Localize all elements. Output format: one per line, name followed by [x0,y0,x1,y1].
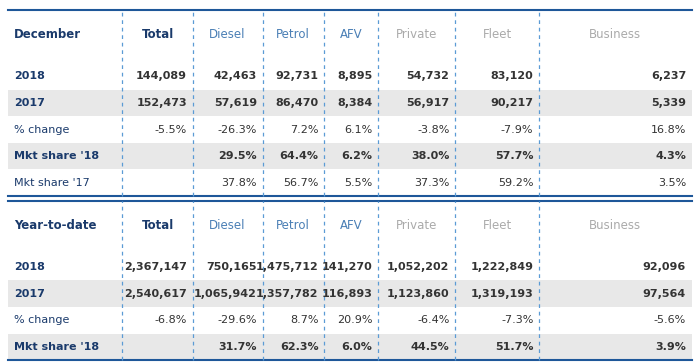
Text: Fleet: Fleet [482,28,512,41]
Bar [8,333,692,360]
Text: 7.2%: 7.2% [290,124,319,135]
Text: 2,540,617: 2,540,617 [124,289,187,299]
Text: AFV: AFV [340,28,363,41]
Bar [8,63,692,90]
Text: 6.1%: 6.1% [344,124,372,135]
Text: 8,384: 8,384 [337,98,372,108]
Text: 37.3%: 37.3% [414,178,449,188]
Text: 2018: 2018 [14,262,45,272]
Text: 62.3%: 62.3% [280,342,318,352]
Bar [8,170,692,196]
Text: Mkt share '18: Mkt share '18 [14,151,99,161]
Text: -29.6%: -29.6% [218,315,257,325]
Text: 2,367,147: 2,367,147 [124,262,187,272]
Text: 57.7%: 57.7% [495,151,533,161]
Text: Private: Private [395,28,438,41]
Text: % change: % change [14,315,69,325]
Text: 29.5%: 29.5% [218,151,257,161]
Text: 56.7%: 56.7% [283,178,318,188]
Text: 64.4%: 64.4% [279,151,318,161]
Text: 750,165: 750,165 [206,262,257,272]
Text: 83,120: 83,120 [491,71,533,82]
Text: Fleet: Fleet [482,219,512,232]
Text: 3.9%: 3.9% [655,342,686,352]
Text: 31.7%: 31.7% [218,342,257,352]
Text: 16.8%: 16.8% [650,124,686,135]
Text: 8,895: 8,895 [337,71,372,82]
Text: 1,065,942: 1,065,942 [194,289,257,299]
Text: 5.5%: 5.5% [344,178,372,188]
Text: -26.3%: -26.3% [218,124,257,135]
Text: 5,339: 5,339 [651,98,686,108]
Text: 59.2%: 59.2% [498,178,533,188]
Text: 116,893: 116,893 [321,289,372,299]
Text: -6.8%: -6.8% [155,315,187,325]
Text: Business: Business [589,219,641,232]
Text: Year-to-date: Year-to-date [14,219,97,232]
Text: Private: Private [395,219,438,232]
Text: 2018: 2018 [14,71,45,82]
Text: Diesel: Diesel [209,28,246,41]
Text: 141,270: 141,270 [322,262,372,272]
Text: Petrol: Petrol [276,219,310,232]
Text: AFV: AFV [340,219,363,232]
Text: 44.5%: 44.5% [411,342,449,352]
Text: Petrol: Petrol [276,28,310,41]
Text: 152,473: 152,473 [136,98,187,108]
Text: 144,089: 144,089 [136,71,187,82]
Text: 6.0%: 6.0% [342,342,372,352]
Text: -3.8%: -3.8% [417,124,449,135]
Text: Business: Business [589,28,641,41]
Text: 51.7%: 51.7% [495,342,533,352]
Text: Mkt share '18: Mkt share '18 [14,342,99,352]
Bar [8,143,692,170]
Text: 56,917: 56,917 [406,98,449,108]
Bar [8,116,692,143]
Text: 57,619: 57,619 [214,98,257,108]
Text: Mkt share '17: Mkt share '17 [14,178,90,188]
Text: 6,237: 6,237 [651,71,686,82]
Text: 92,731: 92,731 [276,71,318,82]
Text: 3.5%: 3.5% [658,178,686,188]
Text: 1,123,860: 1,123,860 [387,289,449,299]
Text: 1,319,193: 1,319,193 [470,289,533,299]
Text: 2017: 2017 [14,289,45,299]
Text: -7.9%: -7.9% [501,124,533,135]
Text: 86,470: 86,470 [275,98,318,108]
Text: -6.4%: -6.4% [417,315,449,325]
Text: 38.0%: 38.0% [411,151,449,161]
Text: Diesel: Diesel [209,219,246,232]
Text: December: December [14,28,81,41]
Bar [8,360,692,364]
Bar [8,280,692,307]
Text: -5.6%: -5.6% [654,315,686,325]
Text: Total: Total [141,28,174,41]
Text: 2017: 2017 [14,98,45,108]
Text: 42,463: 42,463 [214,71,257,82]
Text: 90,217: 90,217 [491,98,533,108]
Text: % change: % change [14,124,69,135]
Text: 97,564: 97,564 [643,289,686,299]
Bar [8,254,692,280]
Text: -5.5%: -5.5% [155,124,187,135]
Text: -7.3%: -7.3% [501,315,533,325]
Text: 92,096: 92,096 [643,262,686,272]
Text: Total: Total [141,219,174,232]
Text: 4.3%: 4.3% [655,151,686,161]
Text: 54,732: 54,732 [407,71,449,82]
Text: 1,052,202: 1,052,202 [387,262,449,272]
Text: 1,475,712: 1,475,712 [256,262,318,272]
Text: 37.8%: 37.8% [221,178,257,188]
Text: 20.9%: 20.9% [337,315,372,325]
Text: 6.2%: 6.2% [342,151,372,161]
Bar [8,307,692,333]
Text: 1,357,782: 1,357,782 [256,289,318,299]
Bar [8,90,692,116]
Text: 8.7%: 8.7% [290,315,319,325]
Text: 1,222,849: 1,222,849 [470,262,533,272]
